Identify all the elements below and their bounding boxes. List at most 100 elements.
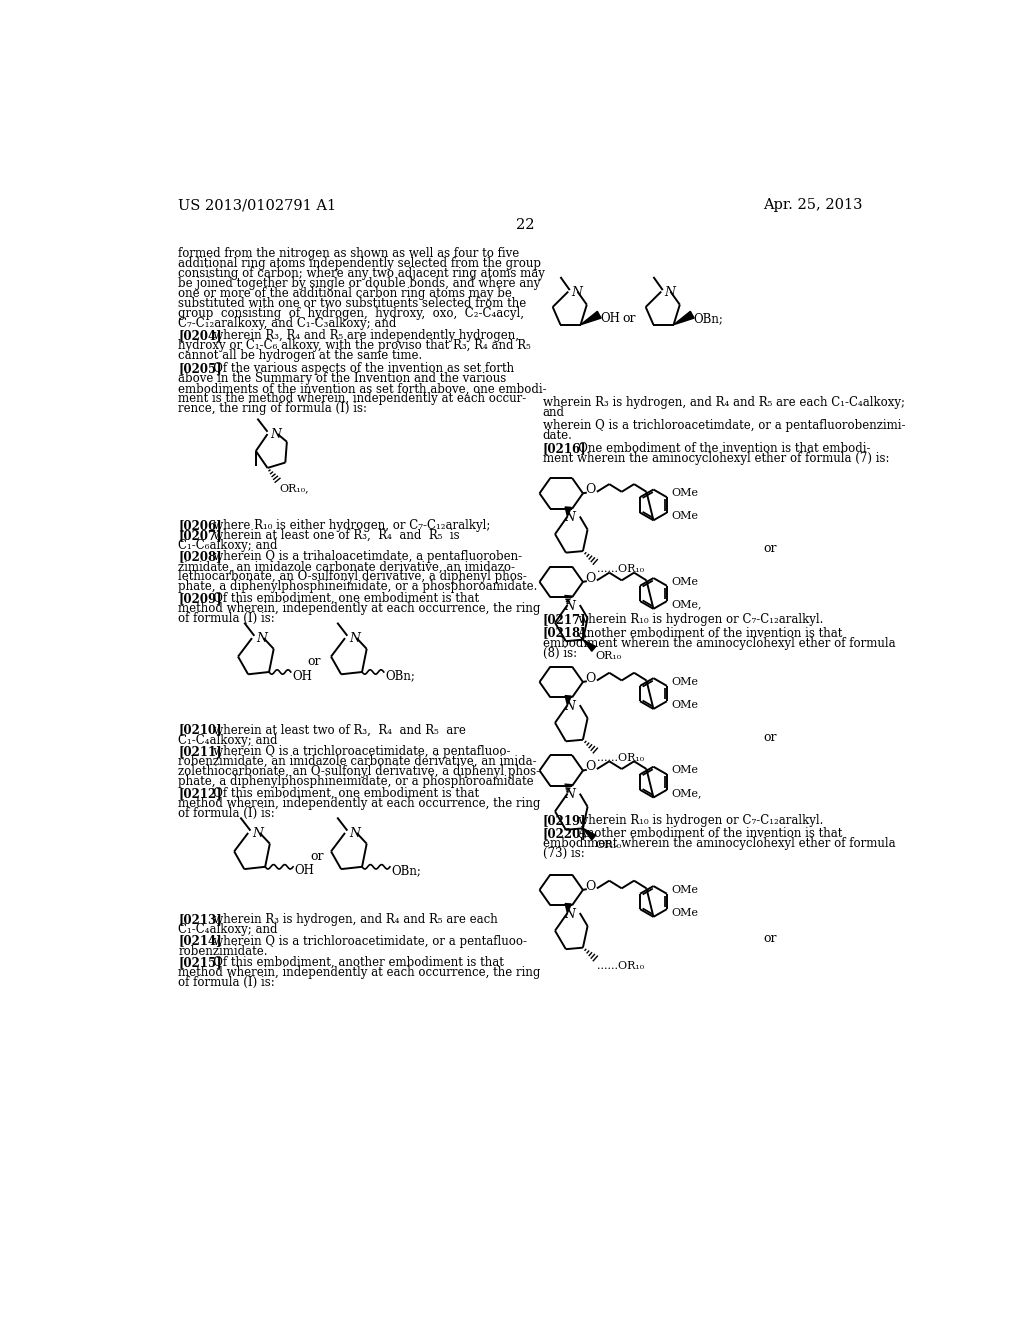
Text: one or more of the additional carbon ring atoms may be: one or more of the additional carbon rin… [178,286,512,300]
Text: above in the Summary of the Invention and the various: above in the Summary of the Invention an… [178,372,507,385]
Text: N: N [564,511,575,524]
Text: C₁-C₄alkoxy; and: C₁-C₄alkoxy; and [178,734,278,747]
Text: wherein R₁₀ is hydrogen or C₇-C₁₂aralkyl.: wherein R₁₀ is hydrogen or C₇-C₁₂aralkyl… [566,614,823,627]
Polygon shape [583,640,596,651]
Text: US 2013/0102791 A1: US 2013/0102791 A1 [178,198,337,213]
Text: (73) is:: (73) is: [543,847,585,859]
Text: C₁-C₆alkoxy; and: C₁-C₆alkoxy; and [178,539,278,552]
Text: [0211]: [0211] [178,744,222,758]
Text: N: N [270,428,281,441]
Text: O: O [586,879,596,892]
Text: wherein R₃ is hydrogen, and R₄ and R₅ are each C₁-C₄alkoxy;: wherein R₃ is hydrogen, and R₄ and R₅ ar… [543,396,904,409]
Text: or: or [764,730,777,743]
Text: wherein at least one of R₃,  R₄  and  R₅  is: wherein at least one of R₃, R₄ and R₅ is [203,529,460,541]
Text: cannot all be hydrogen at the same time.: cannot all be hydrogen at the same time. [178,350,423,363]
Text: [0212]: [0212] [178,787,222,800]
Text: OMe: OMe [672,700,698,710]
Text: [0215]: [0215] [178,956,222,969]
Text: zimidate, an imidazole carbonate derivative, an imidazo-: zimidate, an imidazole carbonate derivat… [178,561,515,573]
Text: OH: OH [295,865,314,878]
Text: OMe: OMe [672,577,698,586]
Text: formed from the nitrogen as shown as well as four to five: formed from the nitrogen as shown as wel… [178,247,519,260]
Text: OH: OH [292,669,312,682]
Polygon shape [565,696,571,705]
Text: OBn;: OBn; [391,865,421,878]
Text: [0217]: [0217] [543,614,587,627]
Text: Another embodiment of the invention is that: Another embodiment of the invention is t… [566,627,842,640]
Text: O: O [586,483,596,496]
Text: OR₁₀: OR₁₀ [595,840,622,850]
Text: OMe: OMe [672,677,698,686]
Text: [0210]: [0210] [178,723,222,737]
Text: ......OR₁₀: ......OR₁₀ [597,564,644,574]
Text: C₁-C₄alkoxy; and: C₁-C₄alkoxy; and [178,923,278,936]
Text: consisting of carbon; where any two adjacent ring atoms may: consisting of carbon; where any two adja… [178,267,545,280]
Text: N: N [564,599,575,612]
Text: [0216]: [0216] [543,442,587,455]
Text: One embodiment of the invention is that embodi-: One embodiment of the invention is that … [566,442,870,455]
Text: [0206]: [0206] [178,519,222,532]
Text: robenzimidate, an imidazole carbonate derivative, an imida-: robenzimidate, an imidazole carbonate de… [178,755,537,768]
Text: method wherein, independently at each occurrence, the ring: method wherein, independently at each oc… [178,602,541,615]
Polygon shape [674,312,694,325]
Text: rence, the ring of formula (I) is:: rence, the ring of formula (I) is: [178,403,368,416]
Text: Of this embodiment, another embodiment is that: Of this embodiment, another embodiment i… [203,956,504,969]
Text: or: or [623,313,636,326]
Text: OMe: OMe [672,766,698,775]
Text: OMe: OMe [672,488,698,498]
Text: N: N [256,632,267,645]
Text: (8) is:: (8) is: [543,647,577,660]
Text: phate, a diphenylphosphineimidate, or a phosphoroamidate.: phate, a diphenylphosphineimidate, or a … [178,581,538,594]
Text: [0204]: [0204] [178,330,222,342]
Text: ment wherein the aminocyclohexyl ether of formula (7) is:: ment wherein the aminocyclohexyl ether o… [543,451,889,465]
Text: [0219]: [0219] [543,813,587,826]
Text: ......OR₁₀: ......OR₁₀ [597,752,644,763]
Text: or: or [764,932,777,945]
Text: N: N [571,286,583,300]
Text: C₇-C₁₂aralkoxy, and C₁-C₃alkoxy; and: C₇-C₁₂aralkoxy, and C₁-C₃alkoxy; and [178,317,396,330]
Text: O: O [586,672,596,685]
Text: OBn;: OBn; [693,313,724,326]
Text: wherein R₁₀ is hydrogen or C₇-C₁₂aralkyl.: wherein R₁₀ is hydrogen or C₇-C₁₂aralkyl… [566,813,823,826]
Text: wherein Q is a trihaloacetimdate, a pentafluoroben-: wherein Q is a trihaloacetimdate, a pent… [203,550,522,564]
Text: wherein Q is a trichloroacetimdate, or a pentafluorobenzimi-: wherein Q is a trichloroacetimdate, or a… [543,418,905,432]
Text: OMe: OMe [672,908,698,917]
Text: of formula (I) is:: of formula (I) is: [178,977,275,989]
Text: [0218]: [0218] [543,627,587,640]
Text: ......OR₁₀: ......OR₁₀ [597,961,644,970]
Text: of formula (I) is:: of formula (I) is: [178,612,275,624]
Text: OBn;: OBn; [385,669,415,682]
Text: wherein R₃ is hydrogen, and R₄ and R₅ are each: wherein R₃ is hydrogen, and R₄ and R₅ ar… [203,913,498,927]
Text: or: or [308,655,322,668]
Text: phate, a diphenylphosphineimidate, or a phosphoroamidate: phate, a diphenylphosphineimidate, or a … [178,775,534,788]
Text: wherein Q is a trichloroacetimidate, or a pentafluoo-: wherein Q is a trichloroacetimidate, or … [203,935,527,948]
Text: or: or [764,543,777,554]
Text: 22: 22 [515,218,535,232]
Text: zolethiocarbonate, an O-sulfonyl derivative, a diphenyl phos-: zolethiocarbonate, an O-sulfonyl derivat… [178,766,541,779]
Text: N: N [564,788,575,801]
Text: OMe: OMe [672,511,698,521]
Text: [0208]: [0208] [178,550,222,564]
Text: where R₁₀ is either hydrogen, or C₇-C₁₂aralkyl;: where R₁₀ is either hydrogen, or C₇-C₁₂a… [203,519,490,532]
Text: N: N [564,700,575,713]
Text: substituted with one or two substituents selected from the: substituted with one or two substituents… [178,297,526,310]
Text: [0209]: [0209] [178,591,222,605]
Text: embodiment wherein the aminocyclohexyl ether of formula: embodiment wherein the aminocyclohexyl e… [543,837,895,850]
Text: lethiocarbonate, an O-sulfonyl derivative, a diphenyl phos-: lethiocarbonate, an O-sulfonyl derivativ… [178,570,527,583]
Text: [0207]: [0207] [178,529,222,541]
Text: O: O [586,572,596,585]
Text: Of the various aspects of the invention as set forth: Of the various aspects of the invention … [203,363,514,375]
Text: N: N [349,632,359,645]
Polygon shape [581,312,601,325]
Text: embodiment wherein the aminocyclohexyl ether of formula: embodiment wherein the aminocyclohexyl e… [543,636,895,649]
Text: OMe,: OMe, [672,599,701,610]
Text: OMe,: OMe, [672,788,701,799]
Text: group  consisting  of  hydrogen,  hydroxy,  oxo,  C₂-C₄acyl,: group consisting of hydrogen, hydroxy, o… [178,308,524,319]
Text: date.: date. [543,429,572,442]
Text: method wherein, independently at each occurrence, the ring: method wherein, independently at each oc… [178,966,541,979]
Text: robenzimidate.: robenzimidate. [178,945,268,957]
Polygon shape [565,507,571,516]
Text: Of this embodiment, one embodiment is that: Of this embodiment, one embodiment is th… [203,591,479,605]
Text: OR₁₀: OR₁₀ [595,651,622,661]
Text: N: N [665,286,675,300]
